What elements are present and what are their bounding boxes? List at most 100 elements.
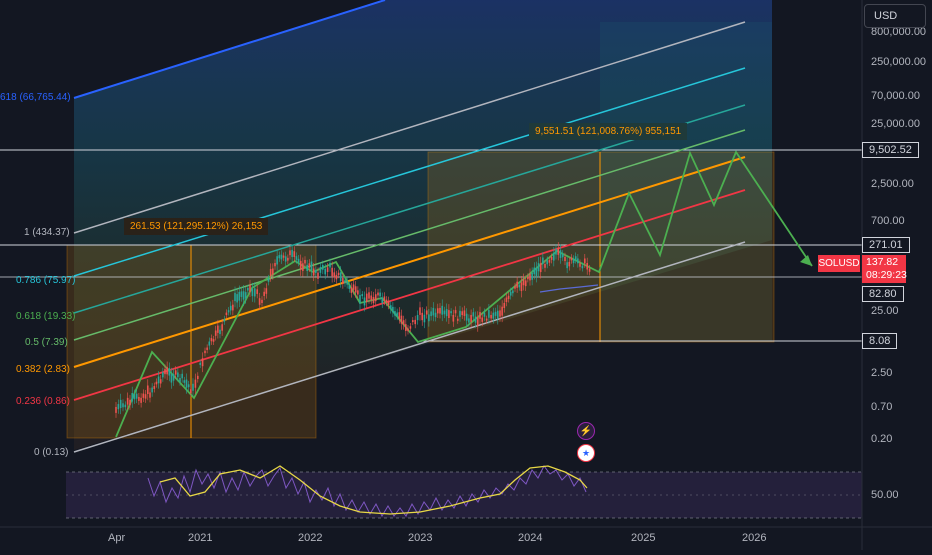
candle-body [539, 263, 542, 273]
candle-body [454, 310, 457, 314]
candle-body [423, 314, 426, 323]
candle-body [185, 379, 188, 388]
candle-body [518, 284, 521, 288]
candle-body [151, 387, 153, 393]
candle-body [274, 263, 276, 267]
candle-body [212, 339, 215, 342]
candle-body [474, 316, 477, 323]
candle-body [387, 300, 390, 306]
candle-body [483, 312, 486, 317]
candle-body [555, 248, 557, 255]
candle-body [527, 276, 529, 280]
candle-body [291, 249, 293, 257]
candle-body [564, 256, 566, 262]
candle-body [217, 325, 219, 333]
bar-countdown: 08:29:23 [866, 269, 907, 281]
candle-body [192, 383, 194, 391]
candle-body [210, 338, 213, 342]
candle-body [516, 281, 518, 288]
candle-body [522, 278, 525, 286]
candle-body [550, 256, 553, 260]
candle-body [559, 250, 562, 258]
candle-body [223, 319, 226, 322]
candle-body [398, 312, 401, 319]
candle-body [542, 257, 544, 264]
candle-body [177, 372, 179, 378]
candle-body [225, 312, 228, 316]
candle-body [157, 376, 160, 384]
candle-body [377, 292, 379, 296]
candle-body [448, 310, 450, 319]
candle-body [432, 307, 435, 316]
us-flag-icon[interactable]: ★ [577, 444, 595, 462]
candles-group [115, 242, 591, 418]
candle-body [416, 315, 419, 321]
candle-body [251, 288, 254, 297]
candle-body [485, 318, 488, 321]
channel-extension-shade [600, 22, 772, 342]
candle-body [164, 369, 166, 375]
candle-body [512, 290, 514, 294]
candle-body [138, 396, 140, 401]
fib-label-05: 0.5 (7.39) [25, 337, 68, 348]
projection-path-1 [115, 150, 813, 438]
price-label: 70,000.00 [871, 90, 920, 102]
candle-body [363, 297, 366, 306]
candle-body [344, 280, 346, 284]
price-label: 2,500.00 [871, 178, 914, 190]
candle-body [396, 312, 398, 317]
moving-average-line [539, 284, 599, 293]
candle-body [581, 265, 584, 269]
candle-body [183, 380, 186, 383]
candle-body [144, 394, 147, 399]
currency-button[interactable]: USD [864, 4, 926, 28]
candle-body [256, 289, 258, 294]
candle-body [129, 399, 131, 406]
candle-body [317, 272, 319, 279]
candle-body [155, 381, 158, 385]
candle-body [306, 264, 308, 272]
last-price: 137.82 [866, 256, 899, 268]
candle-body [383, 296, 386, 301]
candle-body [465, 313, 468, 321]
candle-body [159, 379, 162, 384]
candle-body [174, 370, 177, 375]
candle-body [428, 314, 430, 322]
candle-body [269, 268, 272, 277]
lightning-icon[interactable]: ⚡ [577, 422, 595, 440]
candle-body [197, 375, 199, 380]
candle-body [350, 287, 353, 293]
candle-body [293, 251, 296, 257]
candle-body [529, 273, 531, 281]
candle-body [204, 350, 206, 354]
fib-line-05 [73, 129, 746, 341]
candle-body [414, 319, 416, 325]
measure-label-1: 261.53 (121,295.12%) 26,153 [124, 218, 269, 235]
candle-body [505, 297, 508, 303]
candle-body [166, 367, 168, 375]
candle-body [463, 310, 466, 316]
price-label: 2.50 [871, 367, 893, 379]
candle-body [322, 265, 324, 270]
candle-body [385, 299, 388, 303]
price-label: 250,000.00 [871, 56, 927, 68]
candle-body [459, 310, 461, 317]
candle-body [238, 291, 241, 301]
candle-body [394, 311, 396, 316]
price-label: 800,000.00 [871, 26, 927, 38]
candle-body [329, 262, 331, 268]
candle-body [472, 312, 475, 317]
candle-body [476, 317, 479, 326]
candle-body [265, 288, 268, 294]
candle-body [234, 292, 236, 302]
candle-body [297, 258, 300, 263]
candle-body [308, 263, 311, 268]
candle-body [520, 282, 523, 292]
price-tag-82: 82.80 [862, 286, 904, 302]
candle-body [588, 268, 591, 272]
candle-body [194, 379, 197, 388]
candle-body [374, 294, 377, 302]
candle-body [524, 280, 527, 287]
